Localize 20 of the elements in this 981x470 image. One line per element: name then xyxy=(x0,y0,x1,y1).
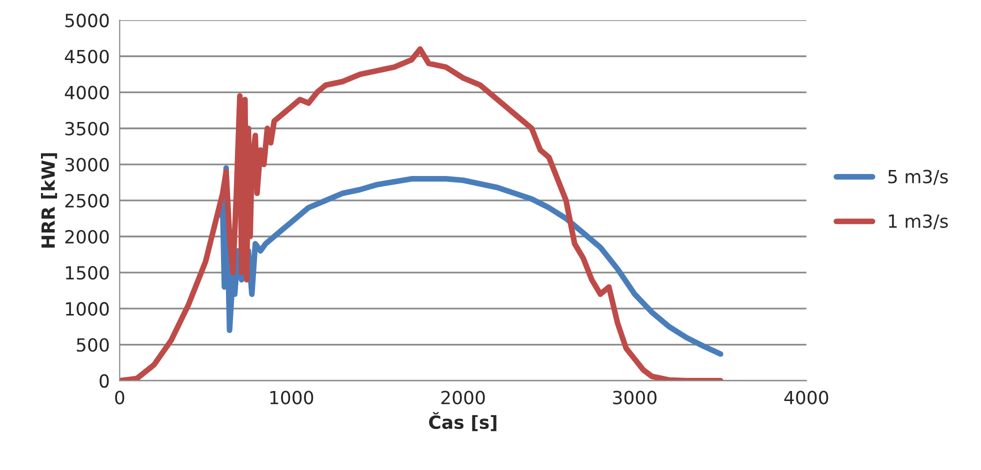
y-tick-label: 1000 xyxy=(66,302,109,316)
y-tick-label: 4000 xyxy=(64,86,109,100)
y-tick-label: 2000 xyxy=(65,230,109,244)
x-tick-label: 4000 xyxy=(784,390,828,404)
y-tick-label: 0 xyxy=(100,374,109,388)
legend-label: 5 m3/s xyxy=(888,170,948,185)
legend-label: 1 m3/s xyxy=(888,214,948,230)
y-tick-label: 5000 xyxy=(65,14,109,28)
y-tick-label: 3500 xyxy=(65,122,109,136)
x-tick-label: 1000 xyxy=(270,390,314,404)
y-tick-label: 4500 xyxy=(64,50,109,64)
y-axis-title: HRR [kW] xyxy=(40,153,58,248)
y-tick-label: 2500 xyxy=(65,194,109,208)
x-tick-label: 3000 xyxy=(613,390,656,404)
y-tick-label: 1500 xyxy=(66,266,109,280)
y-tick-label: 3000 xyxy=(65,158,109,172)
x-tick-label: 0 xyxy=(115,390,124,404)
y-tick-label: 500 xyxy=(76,338,109,352)
x-tick-label: 2000 xyxy=(441,390,485,404)
x-axis-title: Čas [s] xyxy=(429,412,496,432)
